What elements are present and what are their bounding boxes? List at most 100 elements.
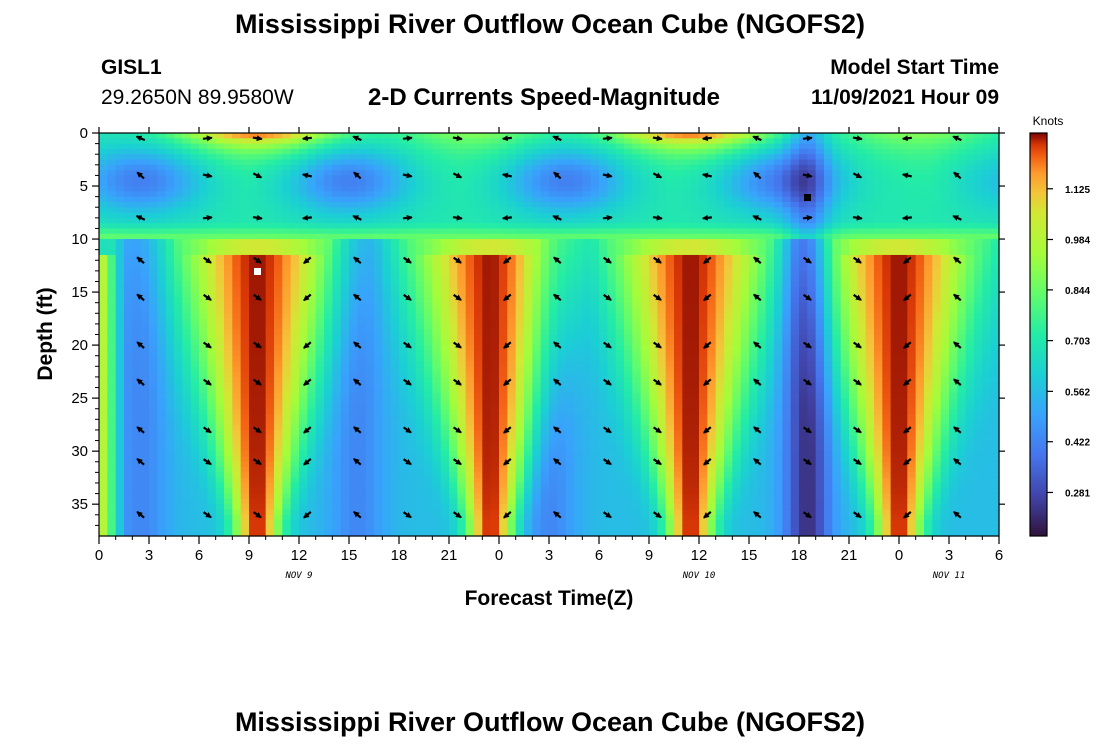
heatmap-cell (190, 339, 200, 346)
heatmap-cell (307, 281, 317, 288)
heatmap-cell (99, 159, 108, 166)
heatmap-cell (290, 318, 300, 325)
heatmap-cell (640, 265, 650, 272)
heatmap-cell (124, 302, 133, 309)
heatmap-cell (507, 201, 517, 208)
heatmap-cell (565, 281, 575, 288)
heatmap-cell (349, 451, 358, 458)
heatmap-cell (215, 350, 225, 357)
heatmap-cell (124, 435, 133, 442)
heatmap-cell (549, 366, 558, 373)
heatmap-cell (482, 307, 492, 314)
heatmap-cell (290, 212, 300, 219)
heatmap-cell (274, 170, 283, 177)
heatmap-cell (449, 371, 458, 378)
heatmap-cell (607, 186, 617, 192)
heatmap-cell (282, 514, 292, 521)
heatmap-cell (424, 514, 433, 521)
heatmap-cell (415, 329, 425, 336)
heatmap-cell (540, 345, 550, 352)
heatmap-cell (224, 451, 233, 458)
heatmap-cell (324, 488, 333, 495)
heatmap-cell (240, 260, 250, 267)
heatmap-cell (315, 403, 325, 410)
heatmap-cell (499, 371, 508, 378)
heatmap-cell (257, 525, 267, 532)
heatmap-cell (474, 509, 483, 516)
heatmap-cell (515, 361, 525, 367)
heatmap-cell (457, 477, 467, 484)
heatmap-cell (199, 429, 208, 436)
heatmap-cell (240, 366, 250, 373)
heatmap-cell (157, 392, 167, 399)
heatmap-cell (265, 170, 275, 177)
heatmap-cell (582, 392, 592, 399)
heatmap-cell (532, 148, 542, 155)
heatmap-cell (99, 366, 108, 373)
heatmap-cell (232, 143, 242, 150)
heatmap-cell (332, 392, 342, 399)
heatmap-cell (165, 520, 175, 526)
heatmap-cell (357, 249, 367, 256)
heatmap-cell (599, 154, 608, 161)
heatmap-cell (540, 477, 550, 484)
heatmap-cell (465, 228, 475, 235)
heatmap-cell (165, 514, 175, 521)
heatmap-cell (282, 456, 292, 463)
heatmap-cell (574, 440, 583, 447)
heatmap-cell (240, 154, 250, 161)
heatmap-cell (265, 392, 275, 399)
heatmap-cell (249, 228, 258, 235)
heatmap-cell (632, 329, 642, 336)
heatmap-cell (232, 387, 242, 394)
heatmap-cell (140, 339, 150, 346)
heatmap-cell (274, 307, 283, 314)
heatmap-cell (457, 175, 467, 182)
heatmap-cell (240, 138, 250, 145)
heatmap-cell (307, 414, 317, 420)
heatmap-cell (532, 392, 542, 399)
heatmap-cell (99, 387, 108, 394)
heatmap-cell (99, 382, 108, 389)
heatmap-cell (240, 170, 250, 177)
heatmap-cell (424, 493, 433, 500)
station-id: GISL1 (101, 56, 162, 79)
heatmap-cell (232, 477, 242, 484)
heatmap-cell (174, 212, 183, 219)
model-start-label: Model Start Time (830, 56, 999, 79)
heatmap-cell (507, 403, 517, 410)
heatmap-cell (199, 281, 208, 288)
heatmap-cell (174, 435, 183, 442)
heatmap-cell (565, 498, 575, 505)
heatmap-cell (549, 186, 558, 192)
heatmap-cell (224, 408, 233, 415)
heatmap-cell (307, 201, 317, 208)
heatmap-cell (365, 201, 375, 208)
heatmap-cell (274, 435, 283, 442)
heatmap-cell (407, 398, 417, 405)
heatmap-cell (424, 392, 433, 399)
heatmap-cell (390, 302, 400, 309)
heatmap-cell (215, 339, 225, 346)
heatmap-cell (340, 355, 350, 362)
heatmap-cell (382, 148, 392, 155)
heatmap-cell (324, 429, 333, 436)
heatmap-cell (582, 159, 592, 166)
heatmap-cell (290, 504, 300, 511)
heatmap-cell (532, 302, 542, 309)
heatmap-cell (149, 451, 158, 458)
heatmap-cell (482, 297, 492, 304)
heatmap-cell (224, 482, 233, 489)
heatmap-cell (307, 482, 317, 489)
heatmap-cell (615, 244, 625, 251)
heatmap-cell (307, 525, 317, 532)
heatmap-cell (590, 392, 600, 399)
heatmap-cell (165, 297, 175, 304)
heatmap-cell (465, 302, 475, 309)
heatmap-cell (549, 419, 558, 426)
heatmap-cell (132, 228, 142, 235)
heatmap-cell (390, 366, 400, 373)
heatmap-cell (332, 440, 342, 447)
heatmap-cell (207, 467, 217, 473)
heatmap-cell (190, 217, 200, 224)
